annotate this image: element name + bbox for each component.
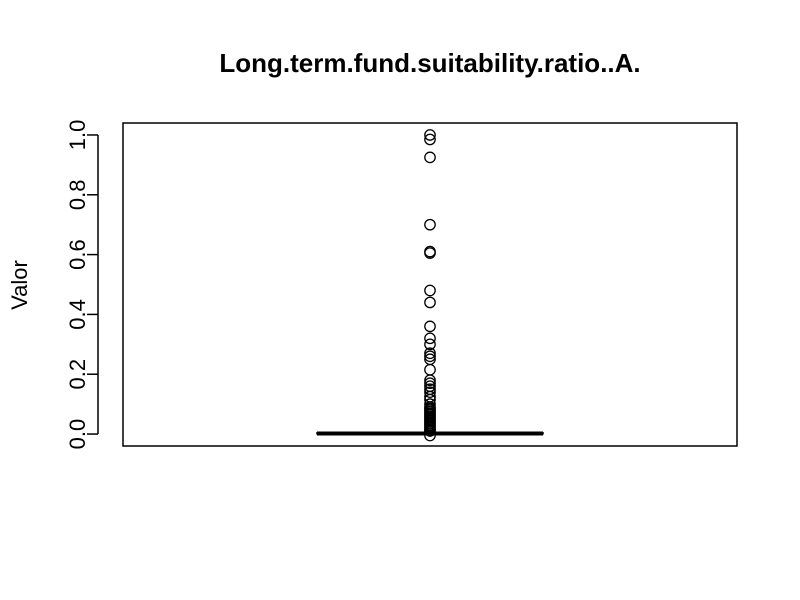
outlier-point: [424, 377, 436, 390]
outlier-point: [424, 296, 436, 309]
y-tick-label: 0.8: [65, 179, 90, 210]
y-axis-label: Valor: [7, 260, 32, 310]
outlier-point: [424, 350, 436, 363]
y-tick-label: 0.2: [65, 359, 90, 390]
outlier-points: [424, 129, 436, 442]
outlier-point: [424, 386, 436, 399]
outlier-point: [424, 133, 436, 146]
outlier-point: [424, 320, 436, 333]
outlier-point: [424, 332, 436, 345]
outlier-point: [424, 247, 436, 259]
y-axis: 0.0 0.2 0.4 0.6 0.8 1.0: [65, 120, 99, 450]
outlier-point: [424, 129, 436, 141]
y-tick-label: 0.6: [65, 239, 90, 270]
y-tick-label: 1.0: [65, 120, 90, 151]
outlier-point: [424, 429, 436, 442]
outlier-point: [424, 363, 436, 376]
outlier-point: [424, 374, 436, 387]
chart-title: Long.term.fund.suitability.ratio..A.: [219, 48, 640, 78]
outlier-point: [424, 338, 436, 351]
outlier-point: [424, 218, 436, 231]
plot-frame: [122, 122, 738, 447]
outlier-point: [424, 284, 436, 297]
outlier-point: [424, 425, 436, 437]
y-tick-label: 0.4: [65, 299, 90, 330]
y-tick-label: 0.0: [65, 419, 90, 450]
outlier-point: [424, 151, 436, 164]
outlier-point: [424, 347, 436, 360]
